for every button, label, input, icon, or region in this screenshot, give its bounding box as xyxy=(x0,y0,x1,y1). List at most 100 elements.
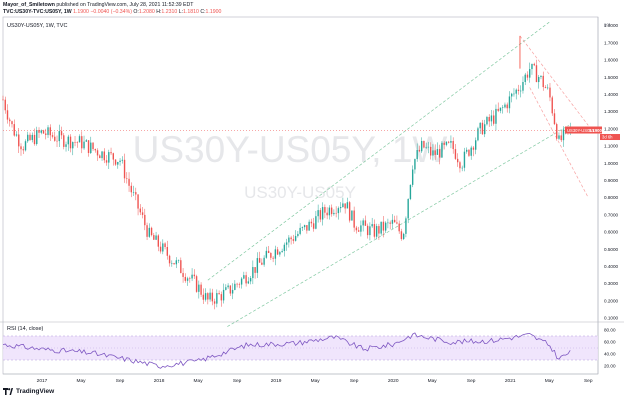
candle xyxy=(171,260,173,267)
candle xyxy=(272,256,274,263)
pane-legend: US30Y-US05Y, 1W, TVC xyxy=(7,23,67,29)
candle xyxy=(216,289,218,308)
candle xyxy=(18,128,20,154)
candle xyxy=(189,276,191,283)
candle xyxy=(308,219,310,231)
candle xyxy=(526,71,529,81)
candle xyxy=(549,82,551,102)
candle xyxy=(85,139,87,142)
candle xyxy=(407,198,409,224)
footer-brand: TradingView xyxy=(3,388,54,395)
rsi-tick-label: 20.00 xyxy=(604,364,616,369)
candle xyxy=(220,291,223,307)
candle xyxy=(398,220,400,234)
candle xyxy=(562,126,565,147)
candle xyxy=(553,109,556,126)
candle xyxy=(247,277,250,285)
candle xyxy=(238,282,241,289)
candle xyxy=(321,202,324,226)
candle xyxy=(337,206,340,220)
last-price: 1.1900 xyxy=(73,9,89,15)
candle xyxy=(265,246,268,259)
candle xyxy=(96,148,99,161)
price-tick-label: 1.8000 xyxy=(604,23,618,28)
candle xyxy=(472,146,475,157)
candle xyxy=(479,122,481,134)
candle xyxy=(146,222,148,241)
candle xyxy=(538,74,540,89)
candle xyxy=(227,283,229,289)
candle xyxy=(357,226,360,232)
candle xyxy=(378,223,380,240)
candle xyxy=(38,127,40,138)
candle xyxy=(87,140,90,157)
candle xyxy=(335,206,337,218)
close-value: 1.1900 xyxy=(205,9,222,15)
candle xyxy=(380,221,382,236)
candle xyxy=(456,153,459,167)
time-tick-label: May xyxy=(545,378,555,384)
candle xyxy=(211,288,214,306)
red-channel-line xyxy=(519,35,589,126)
price-axis: 1.8000 1.7000 1.6000 1.5000 1.4000 1.3000 1.20… xyxy=(604,23,618,320)
candle xyxy=(328,205,331,220)
candle xyxy=(279,251,281,257)
candle xyxy=(339,202,342,213)
time-tick-label: 2017 xyxy=(37,378,48,384)
candle xyxy=(524,72,526,86)
candle xyxy=(522,76,524,94)
candle xyxy=(112,152,114,166)
red-channel-line xyxy=(529,87,589,198)
candle xyxy=(126,172,128,184)
candle xyxy=(513,88,515,97)
candle xyxy=(60,126,63,140)
candle xyxy=(202,288,205,304)
candle xyxy=(551,95,553,116)
candle xyxy=(6,104,9,124)
candle xyxy=(22,146,24,155)
candle xyxy=(15,131,18,137)
time-tick-label: 2021 xyxy=(505,378,516,384)
candle xyxy=(54,131,56,142)
candle xyxy=(56,135,58,147)
price-tag-symbol: US30Y-US05Y xyxy=(567,128,595,133)
candle xyxy=(560,130,562,143)
candle xyxy=(486,115,488,126)
candle xyxy=(285,238,288,251)
candle xyxy=(254,267,256,279)
candle xyxy=(502,105,504,114)
time-tick-label: May xyxy=(194,378,204,384)
candle xyxy=(450,135,452,149)
symbol-text: TVC:US30Y-TVC:US05Y, 1W xyxy=(3,9,72,15)
candle xyxy=(72,141,74,156)
candle xyxy=(213,298,216,310)
trend-channels xyxy=(207,21,589,327)
candle xyxy=(105,155,108,166)
brand-name: TradingView xyxy=(16,388,55,395)
candle xyxy=(445,141,448,147)
candle xyxy=(481,119,484,135)
price-tick-label: 0.1000 xyxy=(604,316,618,321)
candle xyxy=(297,231,299,238)
candle xyxy=(393,215,396,223)
candle xyxy=(382,216,385,238)
price-tick-label: 1.1000 xyxy=(604,144,618,149)
price-tick-label: 0.3000 xyxy=(604,281,618,286)
candle xyxy=(144,208,146,231)
candle xyxy=(391,214,394,229)
candle xyxy=(150,226,153,237)
candle xyxy=(416,143,418,162)
candle xyxy=(463,147,466,172)
candle xyxy=(63,133,65,150)
candle xyxy=(402,232,405,241)
candle xyxy=(375,223,378,240)
candle xyxy=(263,255,265,267)
price-tick-label: 1.0000 xyxy=(604,161,618,166)
candle xyxy=(31,132,33,143)
candle xyxy=(78,134,81,143)
candle xyxy=(531,63,533,75)
time-tick-label: 2018 xyxy=(154,378,165,384)
high-value: 1.2310 xyxy=(161,9,178,15)
candle xyxy=(81,131,83,154)
